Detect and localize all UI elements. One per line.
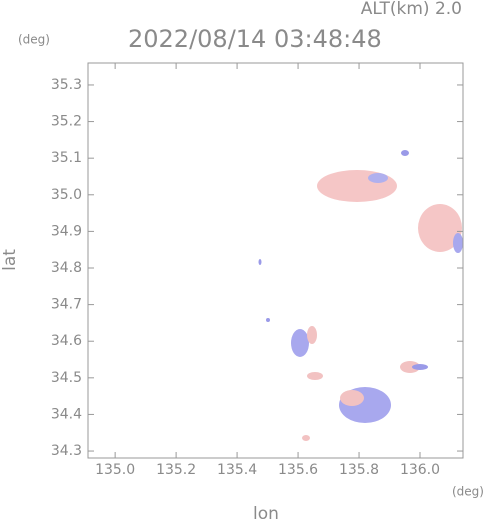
- y-tick-label: 35.0: [51, 187, 82, 203]
- y-unit: (deg): [18, 33, 50, 47]
- x-tick-label: 135.2: [156, 462, 196, 478]
- y-tick-label: 35.2: [51, 114, 82, 130]
- altitude-label: ALT(km) 2.0: [361, 0, 462, 19]
- x-tick-label: 135.8: [339, 462, 379, 478]
- y-tick-label: 34.3: [51, 443, 82, 459]
- y-tick-label: 34.8: [51, 260, 82, 276]
- x-unit: (deg): [452, 485, 484, 499]
- plot-frame: [87, 62, 464, 459]
- x-tick-label: 135.6: [278, 462, 318, 478]
- y-axis-label: lat: [0, 249, 20, 271]
- y-tick-label: 34.6: [51, 333, 82, 349]
- y-tick-label: 34.4: [51, 406, 82, 422]
- x-tick-label: 135.4: [217, 462, 257, 478]
- y-tick-label: 34.7: [51, 297, 82, 313]
- y-tick-label: 35.1: [51, 150, 82, 166]
- chart-title: 2022/08/14 03:48:48: [128, 25, 382, 53]
- y-tick-label: 34.9: [51, 223, 82, 239]
- radar-echo: [258, 150, 463, 441]
- y-tick-label: 34.5: [51, 370, 82, 386]
- y-tick-label: 35.3: [51, 77, 82, 93]
- x-tick-label: 135.0: [95, 462, 135, 478]
- x-axis-label: lon: [253, 504, 279, 521]
- x-tick-label: 136.0: [400, 462, 440, 478]
